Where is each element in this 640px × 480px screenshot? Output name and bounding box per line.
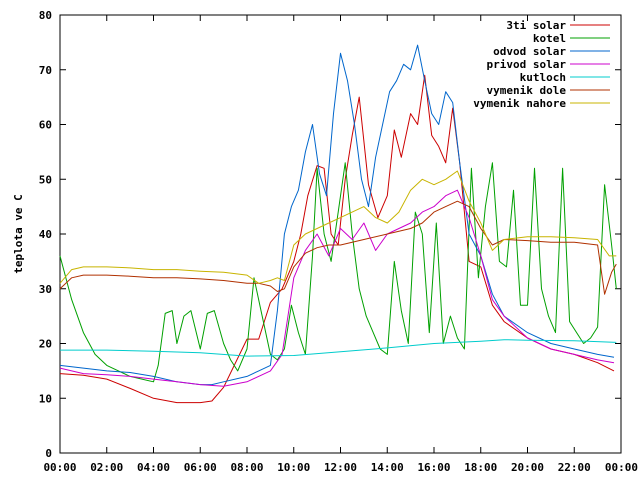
x-tick-label: 18:00 [464,461,497,474]
x-tick-label: 06:00 [184,461,217,474]
legend-label-privod-solar: privod solar [487,58,567,71]
y-tick-label: 20 [39,338,52,351]
x-tick-label: 08:00 [230,461,263,474]
series-line-odvod-solar [59,44,615,386]
series-line-vymenik-dole [59,200,617,295]
y-tick-label: 30 [39,283,52,296]
y-tick-label: 60 [39,119,52,132]
series-line-vymenik-nahore [59,170,617,284]
series-line-kutloch [60,339,617,357]
series-group [59,44,617,404]
x-tick-label: 16:00 [417,461,450,474]
y-tick-label: 70 [39,64,52,77]
x-tick-label: 20:00 [511,461,544,474]
x-tick-label: 22:00 [558,461,591,474]
x-tick-label: 00:00 [605,461,638,474]
legend-label-kutloch: kutloch [520,71,566,84]
x-tick-label: 12:00 [324,461,357,474]
x-tick-label: 02:00 [90,461,123,474]
y-axis-ticks: 0 10 20 30 40 50 60 70 80 [39,9,621,460]
series-line-3ti-solar [59,74,615,404]
x-axis-ticks: 00:00 02:00 04:00 06:00 08:00 10:00 12:00 14:00… [43,15,638,474]
y-tick-label: 80 [39,9,52,22]
legend-label-vymenik-dole: vymenik dole [487,84,567,97]
y-tick-label: 40 [39,228,52,241]
legend-label-odvod-solar: odvod solar [493,45,566,58]
y-tick-label: 50 [39,173,52,186]
y-tick-label: 0 [45,447,52,460]
y-tick-label: 10 [39,392,52,405]
x-tick-label: 10:00 [277,461,310,474]
legend-label-kotel: kotel [533,32,566,45]
x-tick-label: 14:00 [371,461,404,474]
y-axis-label: teplota ve C [12,194,25,273]
legend-label-vymenik-nahore: vymenik nahore [473,97,566,110]
x-tick-label: 00:00 [43,461,76,474]
series-line-kotel [59,162,617,383]
x-tick-label: 04:00 [137,461,170,474]
legend-label-3ti-solar: 3ti solar [506,19,566,32]
series-line-privod-solar [59,189,615,387]
